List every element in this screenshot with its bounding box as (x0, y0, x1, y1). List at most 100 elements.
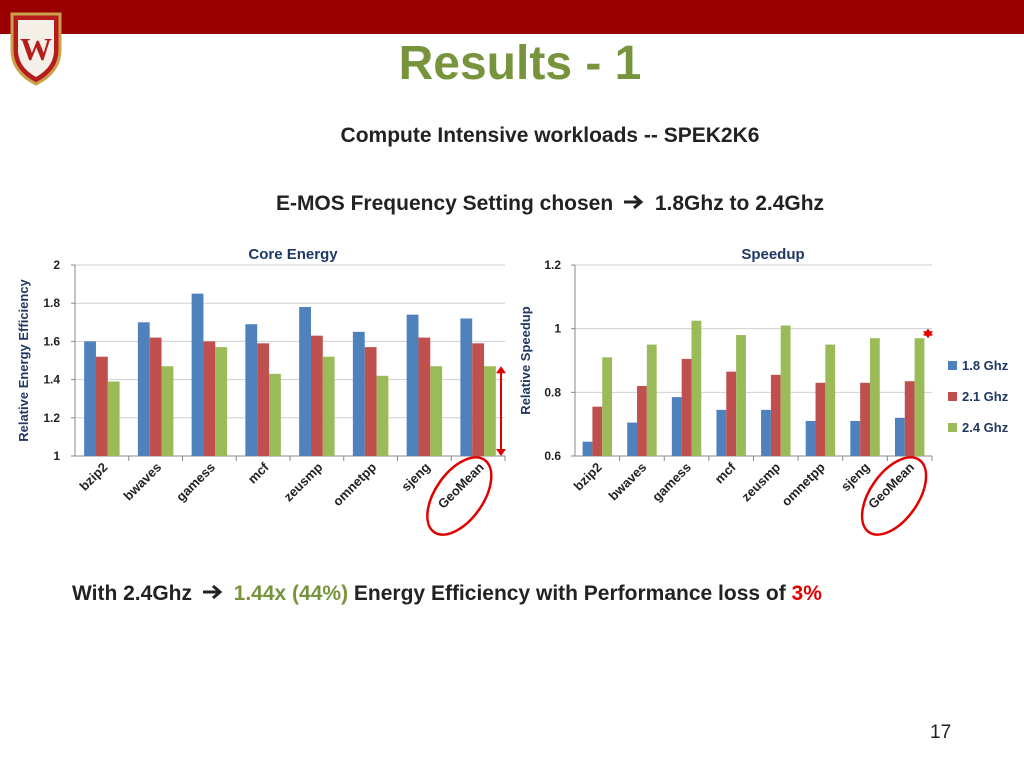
bar (894, 417, 905, 456)
x-tick-label: gamess (649, 460, 694, 505)
bar (582, 441, 593, 456)
y-tick-label: 1.4 (43, 373, 60, 387)
bar (406, 314, 419, 456)
bar (310, 335, 323, 456)
bar (245, 324, 258, 456)
bar (681, 358, 692, 456)
x-tick-label: sjeng (838, 459, 873, 494)
bar (137, 322, 150, 456)
chart-title: Speedup (741, 246, 804, 263)
chart-title: Core Energy (248, 246, 338, 263)
bar (770, 374, 781, 456)
legend-swatch (948, 392, 957, 401)
bar (460, 318, 473, 456)
bar (149, 337, 162, 456)
y-tick-label: 1 (53, 449, 60, 463)
right-arrow-icon (202, 584, 223, 600)
bar (736, 335, 746, 456)
geomean-highlight-ellipse (426, 456, 493, 536)
bar (627, 422, 638, 456)
right-arrow-icon (624, 194, 644, 210)
y-tick-label: 0.6 (544, 449, 561, 463)
bar (691, 320, 702, 456)
geomean-highlight-ellipse (860, 456, 928, 536)
x-tick-label: bwaves (120, 460, 164, 504)
x-tick-label: sjeng (398, 459, 433, 494)
x-tick-label: omnetpp (330, 459, 379, 508)
top-bar (0, 0, 1024, 34)
x-tick-label: bzip2 (571, 460, 605, 494)
x-tick-label: zeusmp (738, 459, 783, 504)
bar (805, 420, 816, 456)
bar (161, 366, 174, 456)
bar (191, 293, 204, 456)
y-axis-title: Relative Energy Efficiency (16, 278, 31, 441)
x-tick-label: mcf (245, 459, 272, 486)
bar (716, 409, 727, 456)
bar (352, 331, 365, 456)
bar (484, 366, 496, 456)
y-tick-label: 1.2 (544, 258, 561, 272)
bar (860, 382, 870, 456)
bar (850, 420, 861, 456)
x-tick-label: mcf (712, 459, 739, 486)
bar (376, 375, 389, 456)
bar (602, 357, 613, 456)
university-crest-logo: W (10, 12, 62, 86)
y-tick-label: 0.8 (544, 385, 561, 399)
bar (637, 385, 647, 456)
y-tick-label: 1.6 (43, 334, 60, 348)
setting-prefix: E-MOS Frequency Setting chosen (275, 192, 614, 215)
y-tick-label: 2 (53, 258, 60, 272)
bar (815, 382, 826, 456)
arrow-head-down (496, 449, 506, 456)
x-tick-label: GeoMean (435, 459, 487, 511)
bar (780, 325, 791, 456)
legend-swatch (948, 423, 957, 432)
legend-label: 1.8 Ghz (962, 358, 1009, 373)
bar (322, 356, 335, 456)
y-tick-label: 1.2 (43, 411, 60, 425)
x-tick-label: zeusmp (281, 459, 326, 504)
bar (299, 307, 311, 456)
arrow-head-down (923, 331, 933, 339)
legend-swatch (948, 361, 957, 370)
bar (914, 338, 925, 456)
bar (592, 406, 603, 456)
x-tick-label: omnetpp (778, 459, 827, 508)
bar (269, 373, 281, 456)
y-tick-label: 1.8 (43, 296, 60, 310)
conclusion-line: With 2.4Ghz 1.44x (44%) Energy Efficienc… (72, 582, 1022, 606)
bar (203, 341, 216, 456)
bar (215, 347, 228, 456)
slide-subtitle: Compute Intensive workloads -- SPEK2K6 (340, 124, 760, 147)
bar (95, 356, 108, 456)
bar (825, 344, 836, 456)
bar (646, 344, 657, 456)
bar (364, 347, 377, 456)
conclusion-prefix: With 2.4Ghz (72, 582, 192, 605)
bar (904, 381, 915, 456)
bar (418, 337, 431, 456)
energy-efficiency-highlight: 1.44x (44%) (233, 582, 349, 605)
bar (107, 381, 120, 456)
x-tick-label: bwaves (606, 460, 650, 504)
bar (257, 343, 270, 456)
page-number: 17 (930, 722, 952, 743)
y-axis-title: Relative Speedup (518, 306, 533, 414)
bar (761, 409, 771, 456)
frequency-setting-line: E-MOS Frequency Setting chosen 1.8Ghz to… (0, 192, 1024, 216)
bar (430, 366, 443, 456)
legend-label: 2.4 Ghz (962, 420, 1009, 435)
setting-suffix: 1.8Ghz to 2.4Ghz (654, 192, 825, 215)
performance-loss-highlight: 3% (791, 582, 822, 605)
bar (869, 338, 880, 456)
x-tick-label: bzip2 (76, 460, 110, 494)
bar (726, 371, 737, 456)
conclusion-middle: Energy Efficiency with Performance loss … (348, 582, 792, 605)
bar (472, 343, 485, 456)
slide-title: Results - 1 (398, 37, 642, 90)
svg-text:W: W (20, 31, 52, 67)
bar (84, 341, 96, 456)
